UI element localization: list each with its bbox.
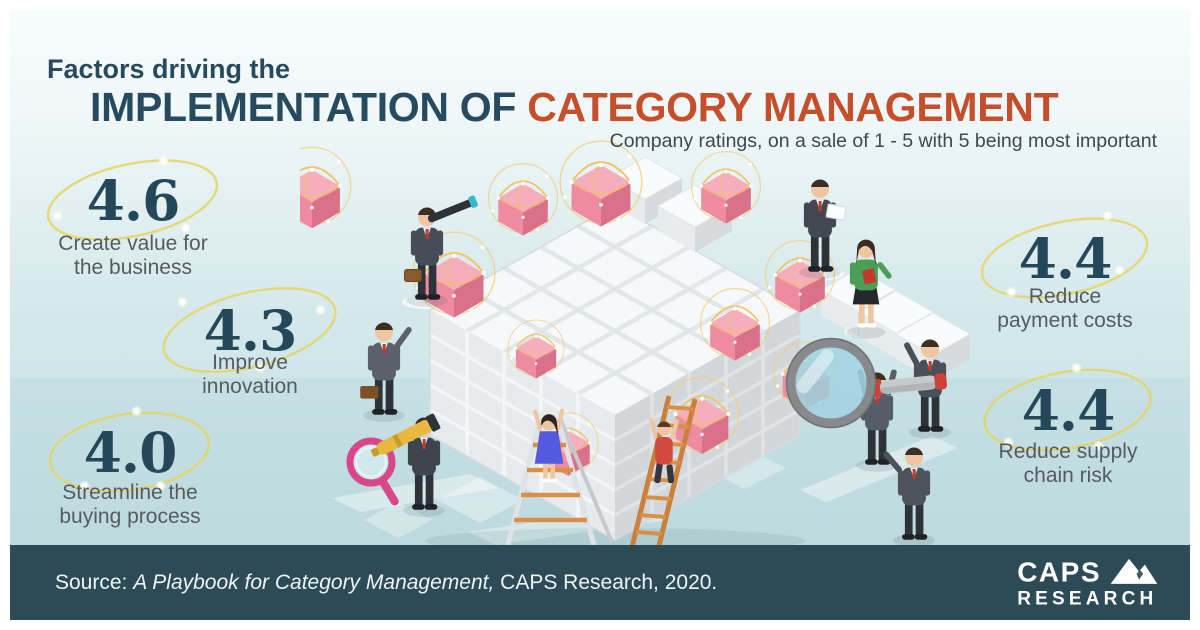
businessman-carrying-handle <box>904 339 951 439</box>
telescope-icon <box>371 413 441 457</box>
subtitle: Company ratings, on a sale of 1 - 5 with… <box>609 130 1157 152</box>
stat-create-value: 4.6 Create value for the business <box>23 150 243 300</box>
logo-caps-text: CAPS <box>1017 556 1101 587</box>
telescope-icon <box>427 199 473 223</box>
businessman-pointing <box>360 322 412 422</box>
stat-value: 4.0 <box>83 419 178 485</box>
title-dark-part: IMPLEMENTATION OF <box>90 84 517 130</box>
folder-icon <box>862 268 877 285</box>
stat-value: 4.6 <box>86 167 181 233</box>
woman-on-stepladder <box>533 408 565 483</box>
observer-with-telescope <box>371 413 445 517</box>
stat-label: Streamline the buying process <box>59 481 201 528</box>
page-title: IMPLEMENTATION OF CATEGORY MANAGEMENT <box>90 84 1059 131</box>
orbit-ellipse <box>980 211 1149 299</box>
businessman-telescope <box>404 195 478 307</box>
stat-label: Improve innovation <box>202 351 298 398</box>
businesswoman-folder <box>846 239 892 339</box>
category-cube-illustration <box>300 140 971 545</box>
footer-bar: Source: A Playbook for Category Manageme… <box>10 545 1190 620</box>
stat-improve-innovation: 4.3 Improve innovation <box>140 280 360 430</box>
infographic-canvas: Factors driving the IMPLEMENTATION OF CA… <box>10 10 1190 620</box>
stat-value: 4.4 <box>1021 377 1116 443</box>
stat-value: 4.4 <box>1018 225 1113 291</box>
stat-label: Reduce payment costs <box>997 285 1133 332</box>
orbit-ellipse <box>46 156 219 241</box>
source-prefix: Source: <box>55 570 134 594</box>
gem-icon <box>487 162 559 237</box>
stat-reduce-supply: 4.4 Reduce supply chain risk <box>958 360 1178 510</box>
mountain-icon <box>1110 558 1158 584</box>
orbit-ellipse <box>983 363 1152 452</box>
paper-icon <box>825 203 847 221</box>
briefcase-icon <box>404 269 422 283</box>
source-title: A Playbook for Category Management, <box>133 570 495 594</box>
stat-label: Create value for the business <box>58 232 208 279</box>
businessman-clipboard <box>799 179 847 279</box>
source-text: Source: A Playbook for Category Manageme… <box>55 571 717 595</box>
briefcase-icon <box>360 386 379 399</box>
stat-label: Reduce supply chain risk <box>998 440 1138 487</box>
orbit-ellipse <box>48 406 211 493</box>
gem-icon <box>300 146 352 230</box>
magnifier-large-icon <box>785 337 948 429</box>
title-kicker: Factors driving the <box>47 54 291 84</box>
businessman-walking <box>883 447 935 545</box>
logo-research-text: RESEARCH <box>1017 588 1158 609</box>
worker-climbing-ladder <box>649 417 680 484</box>
stat-value: 4.3 <box>203 297 298 363</box>
title-accent-part: CATEGORY MANAGEMENT <box>527 84 1059 130</box>
orbit-ellipse <box>162 287 337 373</box>
source-rest: CAPS Research, 2020. <box>494 570 718 594</box>
caps-research-logo: CAPS RESEARCH <box>1017 555 1160 610</box>
stat-reduce-payment: 4.4 Reduce payment costs <box>955 208 1175 358</box>
stat-streamline-buying: 4.0 Streamline the buying process <box>20 402 240 552</box>
